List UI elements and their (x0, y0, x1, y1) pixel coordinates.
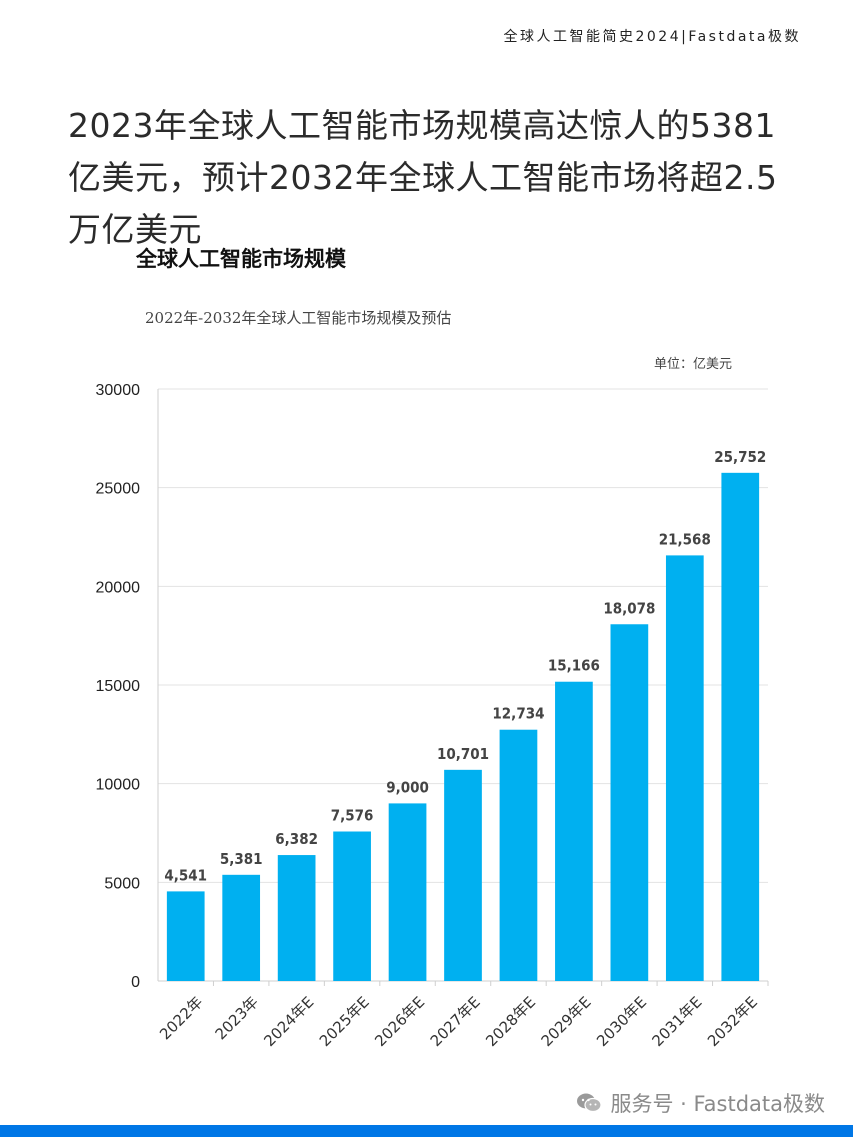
y-tick-label: 30000 (96, 382, 141, 399)
bar (665, 555, 704, 981)
bar (166, 891, 205, 981)
data-label: 5,381 (220, 850, 263, 868)
x-tick-label: 2029年E (538, 993, 595, 1050)
bar (499, 729, 538, 981)
y-tick-label: 15000 (96, 678, 141, 695)
data-label: 4,541 (164, 866, 207, 884)
data-label: 6,382 (275, 830, 318, 848)
y-tick-label: 5000 (104, 875, 140, 892)
y-tick-label: 10000 (96, 777, 141, 794)
data-label: 18,078 (603, 599, 655, 617)
bar (277, 855, 316, 981)
x-tick-label: 2030年E (593, 993, 650, 1050)
bar (555, 681, 593, 981)
data-label: 21,568 (659, 530, 711, 548)
watermark: 服务号 · Fastdata极数 (576, 1088, 825, 1118)
x-tick-label: 2023年 (212, 993, 262, 1043)
data-label: 10,701 (437, 745, 489, 763)
data-label: 12,734 (492, 705, 544, 723)
bar (388, 803, 427, 981)
header-brand: 全球人工智能简史2024|Fastdata极数 (503, 29, 801, 45)
x-tick-label: 2025年E (316, 993, 373, 1050)
y-tick-label: 0 (131, 974, 140, 991)
watermark-text: 服务号 · Fastdata极数 (610, 1092, 825, 1116)
chart-title: 2022年-2032年全球人工智能市场规模及预估 (145, 309, 452, 327)
x-tick-label: 2031年E (649, 993, 706, 1050)
x-tick-label: 2024年E (260, 993, 317, 1050)
x-tick-label: 2028年E (482, 993, 539, 1050)
bar (721, 472, 760, 981)
section-title: 全球人工智能市场规模 (136, 247, 346, 271)
x-tick-label: 2022年 (156, 993, 206, 1043)
page-headline: 2023年全球人工智能市场规模高达惊人的5381亿美元，预计2032年全球人工智… (68, 106, 778, 249)
bottom-accent-bar (0, 1125, 853, 1137)
x-tick-label: 2032年E (704, 993, 761, 1050)
chart-unit-label: 单位：亿美元 (654, 357, 733, 372)
data-label: 25,752 (714, 448, 766, 466)
bar (610, 624, 649, 981)
x-tick-label: 2027年E (427, 993, 484, 1050)
data-label: 9,000 (386, 778, 429, 796)
y-tick-label: 25000 (96, 481, 141, 498)
x-tick-label: 2026年E (371, 993, 428, 1050)
data-label: 7,576 (331, 807, 374, 825)
wechat-icon (576, 1092, 603, 1114)
bar (222, 874, 261, 981)
data-label: 15,166 (548, 657, 600, 675)
y-tick-label: 20000 (96, 579, 141, 596)
bar (444, 769, 482, 981)
bar (333, 831, 371, 981)
